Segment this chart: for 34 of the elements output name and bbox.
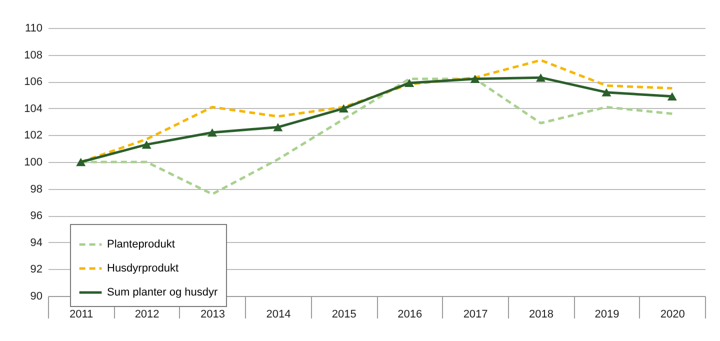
- x-tick-label: 2012: [134, 308, 160, 320]
- point: [338, 104, 348, 113]
- y-tick-label: 110: [24, 22, 42, 34]
- x-tick-label: 2011: [70, 308, 94, 320]
- point: [602, 88, 612, 96]
- y-tick-label: 102: [24, 130, 42, 142]
- legend-label: Husdyrprodukt: [107, 262, 179, 274]
- x-tick-label: 2020: [660, 308, 685, 320]
- point: [76, 158, 86, 166]
- y-tick-label: 90: [30, 290, 42, 302]
- y-tick-label: 98: [30, 183, 42, 196]
- point: [470, 74, 480, 84]
- x-tick-label: 2015: [332, 308, 356, 320]
- point: [667, 92, 677, 100]
- y-tick-label: 100: [24, 156, 42, 168]
- legend-label: Planteprodukt: [107, 238, 175, 250]
- x-tick-label: 2016: [398, 308, 422, 320]
- x-tick-label: 2013: [200, 308, 225, 320]
- y-tick-label: 92: [30, 264, 42, 276]
- point: [273, 123, 283, 132]
- y-tick-label: 96: [30, 210, 42, 222]
- x-tick-label: 2014: [266, 308, 291, 320]
- point: [536, 73, 546, 82]
- x-tick-label: 2017: [463, 308, 488, 320]
- y-tick-label: 108: [24, 49, 42, 62]
- x-tick-label: 2018: [529, 308, 554, 320]
- legend-label: Sum planter og husdyr: [107, 286, 218, 298]
- y-tick-label: 106: [24, 76, 42, 88]
- point: [208, 128, 217, 137]
- y-tick-label: 94: [30, 236, 42, 249]
- point: [142, 140, 152, 149]
- y-tick-label: 104: [24, 102, 42, 115]
- x-tick-label: 2019: [594, 308, 620, 320]
- point: [404, 78, 414, 88]
